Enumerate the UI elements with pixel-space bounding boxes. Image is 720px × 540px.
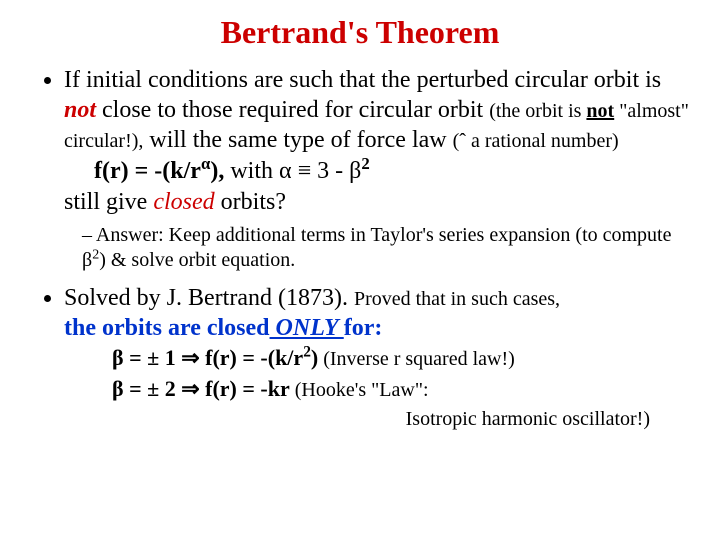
b1-tail2: orbits? [215,189,286,215]
b1-eq-alpha: α [201,154,210,173]
b2-line-beta1: β = ± 1 ⇒ f(r) = -(k/r2) (Inverse r squa… [112,343,690,374]
b1-not: not [64,97,96,123]
b1-paren1a: (the orbit is [489,100,586,122]
b1-text-pre: If initial conditions are such that the … [64,67,661,93]
b1-answer: Answer: Keep additional terms in Taylor'… [82,223,690,273]
b1-eq-a: f(r) = -(k/r [94,158,201,184]
b2-line2a: the orbits are closed [64,315,270,341]
b2-l3: Isotropic harmonic oscillator!) [112,405,690,433]
b1-sub-list: Answer: Keep additional terms in Taylor'… [64,223,690,273]
b1-closed: closed [153,189,214,215]
b2-l1c: (Inverse r squared law!) [318,348,515,370]
b2-line-beta2: β = ± 2 ⇒ f(r) = -kr (Hooke's "Law": [112,374,690,405]
b2-l2b: (Hooke's "Law": [290,379,429,401]
b2-line2c: for: [344,315,383,341]
b2-l1a-t: β = ± 1 ⇒ f(r) = -(k/r [112,345,303,370]
slide-title: Bertrand's Theorem [30,14,690,51]
b1-eq-exp: 2 [361,154,369,173]
b1-text-mid: close to those required for circular orb… [96,97,489,123]
bullet-2: Solved by J. Bertrand (1873). Proved tha… [64,283,690,433]
b1-mid2: will the same type of force law [143,127,452,153]
b2-l2a: β = ± 2 ⇒ f(r) = -kr [112,376,290,401]
b1-eq-close: ), [210,158,224,184]
b2-l1a: β = ± 1 ⇒ f(r) = -(k/r2) [112,345,318,370]
b2-line2b: ONLY [270,315,344,341]
bullet-1: If initial conditions are such that the … [64,65,690,273]
b1-paren-not: not [586,100,614,122]
bullet-list: If initial conditions are such that the … [30,65,690,433]
b2-line2: the orbits are closed ONLY for: [64,315,382,341]
b1-tail1: still give [64,189,153,215]
b1-paren-hat: (ˆ a rational number) [453,130,619,152]
b1-eq: f(r) = -(k/rα), [94,158,224,184]
b1-equation-line: f(r) = -(k/rα), with α ≡ 3 - β2 [94,155,690,187]
b2-l1exp: 2 [303,344,311,361]
b2-sm1: Proved that in such cases, [354,288,560,310]
b1-eq-with: with α ≡ 3 - β [224,158,361,184]
b2-pre: Solved by J. Bertrand (1873). [64,285,354,311]
slide: Bertrand's Theorem If initial conditions… [0,0,720,540]
b1-ans2: ) & solve orbit equation. [99,249,295,271]
b1-tail: still give closed orbits? [64,187,690,217]
b2-results: β = ± 1 ⇒ f(r) = -(k/r2) (Inverse r squa… [112,343,690,433]
